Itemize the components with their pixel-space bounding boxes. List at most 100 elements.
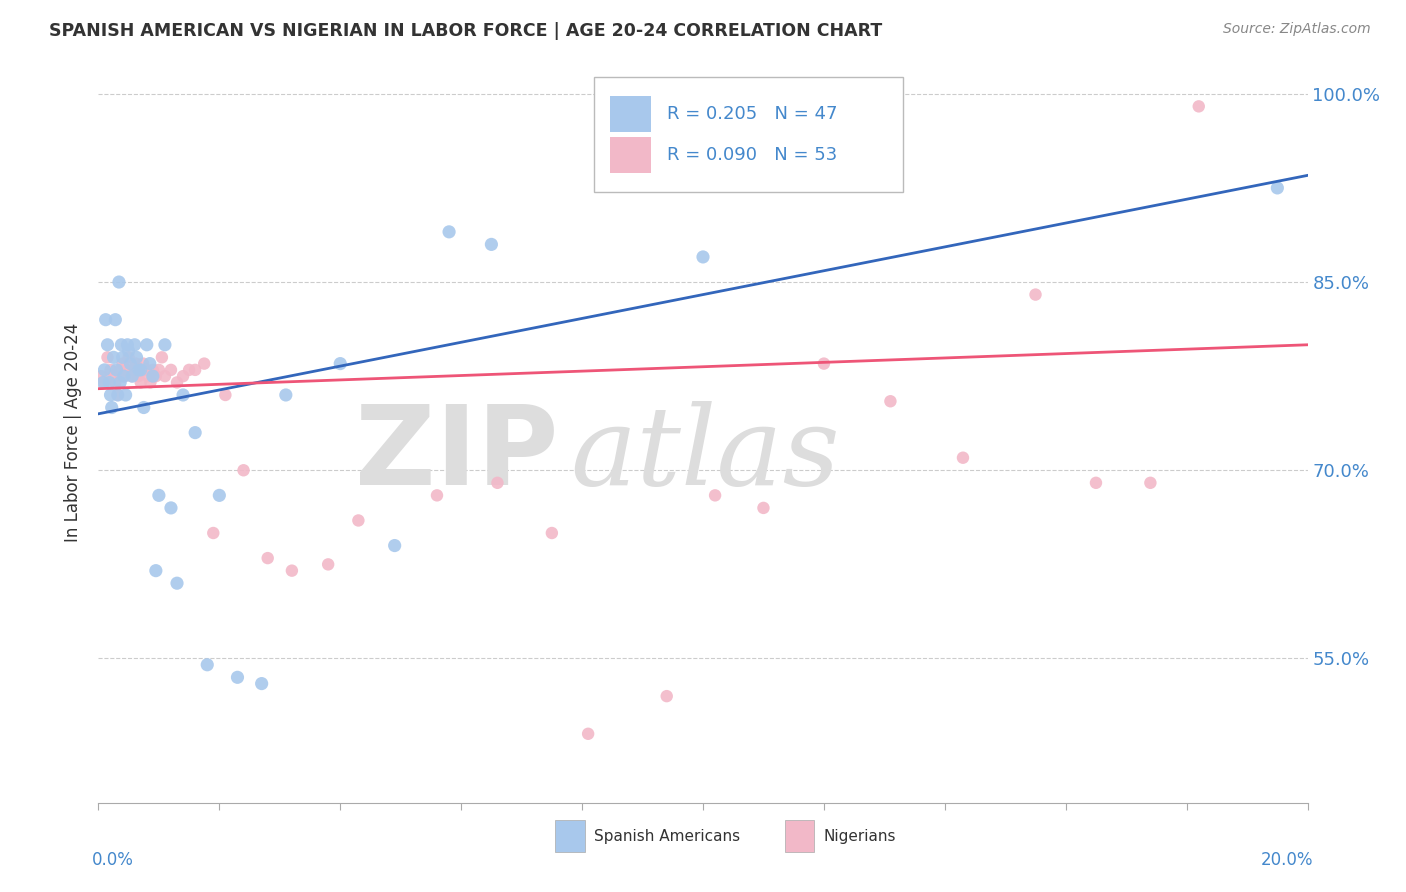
Point (148, 363, 170, 377)
Point (108, 363, 131, 377)
Point (329, 357, 352, 371)
Point (145, 564, 167, 578)
Point (226, 670, 249, 684)
Point (94, 312, 117, 326)
Point (879, 394, 901, 409)
Point (104, 376, 127, 390)
Point (347, 513, 370, 527)
Point (114, 388, 136, 402)
Text: Nigerians: Nigerians (824, 829, 897, 844)
Point (93, 363, 115, 377)
Text: atlas: atlas (569, 401, 839, 508)
Point (118, 351, 141, 365)
Point (112, 369, 135, 384)
Point (813, 357, 835, 371)
Text: 0.0%: 0.0% (93, 851, 134, 869)
Point (108, 376, 131, 390)
Point (118, 344, 141, 359)
Point (142, 363, 165, 377)
Point (132, 401, 155, 415)
Point (1139, 475, 1161, 490)
Point (112, 369, 135, 384)
Point (540, 526, 562, 541)
Point (129, 376, 152, 390)
Point (952, 450, 974, 465)
Point (136, 369, 159, 384)
Point (153, 338, 176, 352)
FancyBboxPatch shape (610, 136, 651, 173)
Text: 20.0%: 20.0% (1261, 851, 1313, 869)
Point (110, 338, 132, 352)
Point (316, 558, 339, 572)
Point (98, 376, 121, 390)
Point (115, 363, 138, 377)
Point (117, 338, 139, 352)
Point (139, 376, 162, 390)
Point (139, 357, 162, 371)
Point (179, 363, 201, 377)
Point (166, 576, 188, 591)
Point (145, 369, 167, 384)
Point (100, 363, 122, 377)
Point (281, 564, 304, 578)
Point (384, 539, 406, 553)
Point (100, 388, 122, 402)
Point (125, 351, 148, 365)
Point (148, 488, 170, 502)
Text: R = 0.205   N = 47: R = 0.205 N = 47 (666, 105, 837, 123)
Point (142, 369, 165, 384)
Point (172, 369, 194, 384)
Point (481, 237, 503, 252)
Point (486, 475, 509, 490)
Point (1024, 287, 1046, 301)
Text: Source: ZipAtlas.com: Source: ZipAtlas.com (1223, 22, 1371, 37)
Point (576, 727, 599, 741)
Point (704, 488, 727, 502)
Point (90, 369, 112, 384)
Point (105, 363, 128, 377)
Point (96, 338, 118, 352)
Point (184, 363, 207, 377)
Point (135, 363, 157, 377)
Text: Spanish Americans: Spanish Americans (595, 829, 741, 844)
Point (256, 551, 278, 566)
Point (132, 357, 155, 371)
Text: SPANISH AMERICAN VS NIGERIAN IN LABOR FORCE | AGE 20-24 CORRELATION CHART: SPANISH AMERICAN VS NIGERIAN IN LABOR FO… (49, 22, 883, 40)
Point (195, 657, 218, 672)
Point (128, 363, 150, 377)
Point (166, 376, 188, 390)
Point (1267, 181, 1289, 195)
Point (232, 463, 254, 477)
FancyBboxPatch shape (595, 78, 903, 192)
Text: R = 0.090   N = 53: R = 0.090 N = 53 (666, 146, 837, 164)
Point (135, 338, 157, 352)
Point (93, 376, 115, 390)
Point (172, 388, 194, 402)
Point (96, 351, 118, 365)
Point (214, 388, 236, 402)
Point (160, 500, 183, 515)
Point (104, 312, 127, 326)
FancyBboxPatch shape (610, 96, 651, 132)
Point (108, 275, 131, 289)
Point (107, 388, 129, 402)
Point (100, 401, 122, 415)
Point (124, 338, 146, 352)
Point (122, 363, 145, 377)
Point (111, 357, 134, 371)
Point (160, 363, 183, 377)
FancyBboxPatch shape (555, 820, 585, 853)
Point (103, 351, 125, 365)
Point (120, 357, 142, 371)
Point (150, 351, 173, 365)
Point (250, 676, 273, 690)
Point (111, 351, 134, 365)
Point (121, 369, 143, 384)
Point (274, 388, 297, 402)
Point (129, 363, 152, 377)
Point (103, 369, 125, 384)
Point (127, 369, 149, 384)
Point (184, 425, 207, 440)
Point (1085, 475, 1108, 490)
Point (655, 689, 678, 703)
